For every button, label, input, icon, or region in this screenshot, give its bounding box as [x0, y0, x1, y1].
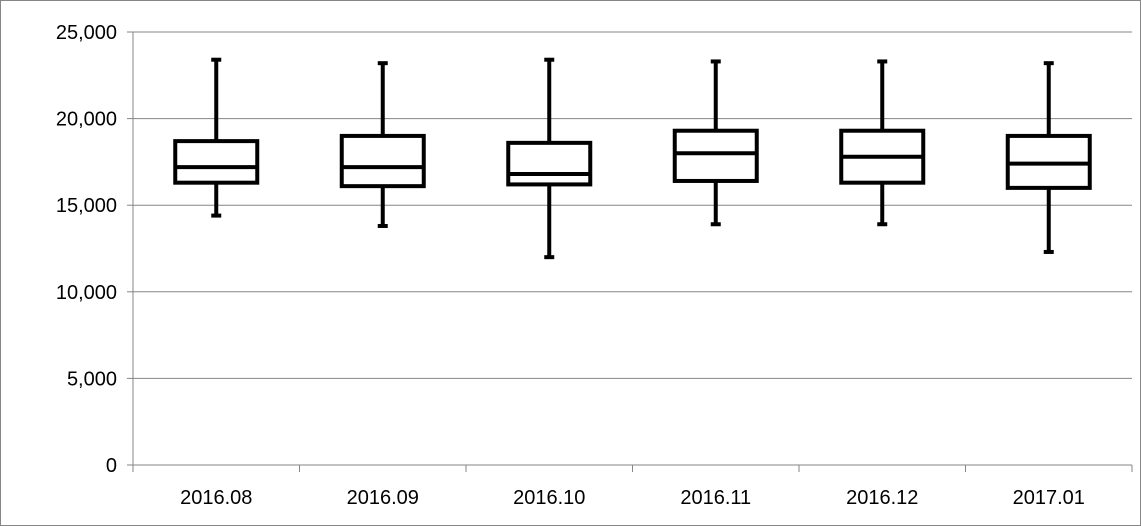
x-tick-label: 2016.12	[846, 487, 918, 509]
y-tick-label: 0	[106, 455, 117, 477]
y-tick-labels: 0 5,000 10,000 15,000 20,000 25,000	[56, 22, 117, 477]
y-tick-label: 5,000	[67, 368, 117, 390]
boxes	[173, 57, 1092, 260]
iqr-box	[672, 128, 759, 183]
x-tick-labels: 2016.08 2016.09 2016.10 2016.11 2016.12 2017.…	[180, 487, 1085, 509]
box-2016.10	[506, 57, 593, 260]
gridlines	[133, 31, 1132, 379]
box-2016.08	[173, 57, 260, 218]
x-tick-label: 2016.10	[513, 487, 585, 509]
box-2016.11	[672, 59, 759, 227]
x-tick-label: 2017.01	[1013, 487, 1085, 509]
y-tick-label: 20,000	[56, 109, 117, 131]
x-tick-label: 2016.08	[180, 487, 252, 509]
axes	[127, 31, 1133, 472]
y-tick-label: 15,000	[56, 195, 117, 217]
box-2017.01	[1005, 61, 1092, 254]
box-2016.09	[339, 61, 426, 228]
x-tick-label: 2016.11	[680, 487, 751, 509]
iqr-box	[173, 139, 260, 185]
x-tick-label: 2016.09	[347, 487, 419, 509]
y-tick-label: 25,000	[56, 22, 117, 44]
y-tick-label: 10,000	[56, 282, 117, 304]
box-2016.12	[839, 59, 926, 227]
iqr-box	[339, 133, 426, 189]
iqr-box	[506, 140, 593, 187]
